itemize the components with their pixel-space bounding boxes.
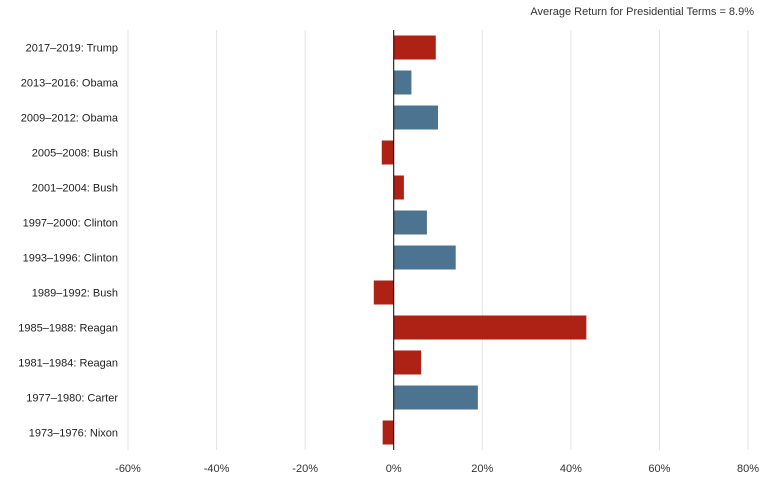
category-label: 1973–1976: Nixon: [29, 428, 118, 440]
category-label: 1985–1988: Reagan: [18, 323, 118, 335]
bar: [393, 315, 587, 340]
category-label: 2009–2012: Obama: [21, 113, 119, 125]
x-tick-label: 80%: [737, 463, 759, 475]
bar: [382, 420, 394, 445]
x-tick-label: 40%: [560, 463, 582, 475]
x-tick-label: 60%: [648, 463, 670, 475]
category-label: 2017–2019: Trump: [26, 43, 118, 55]
bar: [393, 175, 404, 200]
category-label: 1997–2000: Clinton: [23, 218, 118, 230]
bar: [393, 245, 456, 270]
x-tick-label: 20%: [471, 463, 493, 475]
x-tick-label: -40%: [204, 463, 230, 475]
bar: [373, 280, 394, 305]
category-label: 1993–1996: Clinton: [23, 253, 118, 265]
category-label: 2005–2008: Bush: [32, 148, 118, 160]
bar: [393, 70, 412, 95]
bar: [393, 210, 427, 235]
bar: [393, 105, 438, 130]
bar: [381, 140, 394, 165]
category-label: 1989–1992: Bush: [32, 288, 118, 300]
category-label: 1981–1984: Reagan: [18, 358, 118, 370]
bar: [393, 385, 478, 410]
category-label: 1977–1980: Carter: [26, 393, 118, 405]
average-return-note: Average Return for Presidential Terms = …: [530, 6, 754, 18]
category-label: 2013–2016: Obama: [21, 78, 119, 90]
x-tick-label: 0%: [386, 463, 402, 475]
x-tick-label: -60%: [115, 463, 141, 475]
bar: [393, 35, 436, 60]
category-label: 2001–2004: Bush: [32, 183, 118, 195]
bar: [393, 350, 422, 375]
x-tick-label: -20%: [292, 463, 318, 475]
